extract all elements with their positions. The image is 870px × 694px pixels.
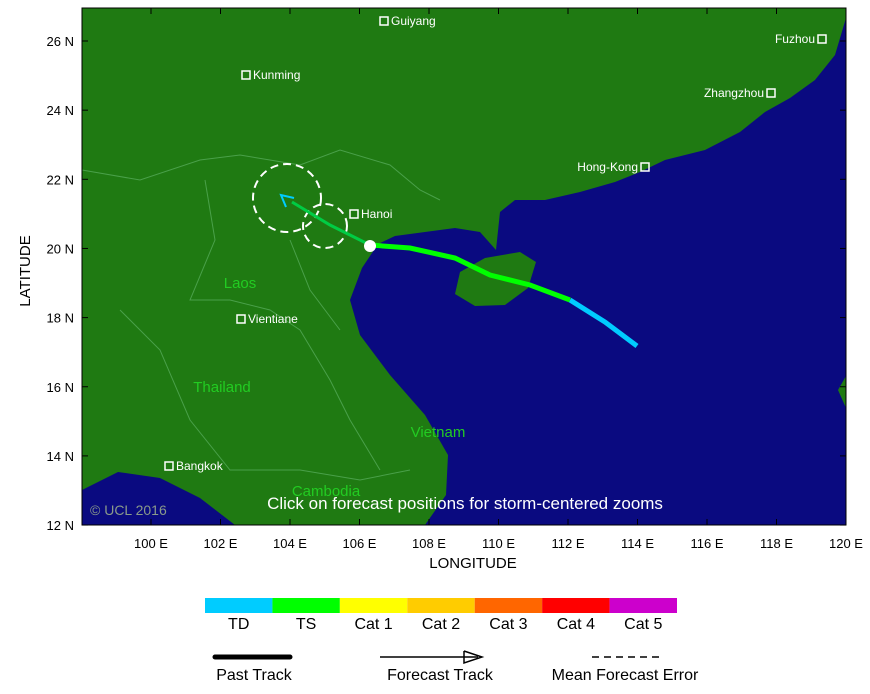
legend-swatch xyxy=(205,598,273,613)
city-label: Hong-Kong xyxy=(577,160,638,174)
y-tick-label: 16 N xyxy=(47,380,74,395)
legend-swatch xyxy=(272,598,340,613)
y-tick-label: 24 N xyxy=(47,103,74,118)
x-tick-label: 118 E xyxy=(760,536,793,551)
y-axis-label: LATITUDE xyxy=(17,235,34,306)
track-legend-label: Mean Forecast Error xyxy=(552,667,699,684)
country-label: Laos xyxy=(224,275,257,292)
gulf-of-thailand xyxy=(82,472,235,525)
x-tick-label: 106 E xyxy=(343,536,377,551)
city-label: Fuzhou xyxy=(775,32,815,46)
y-tick-label: 20 N xyxy=(47,241,74,256)
y-tick-label: 26 N xyxy=(47,34,74,49)
borders xyxy=(82,149,441,481)
forecast-error-circle xyxy=(302,203,348,249)
legend-label: Cat 3 xyxy=(489,616,527,633)
forecast-arrow-sample xyxy=(463,650,485,665)
legend-label: TS xyxy=(296,616,316,633)
city-marker xyxy=(164,461,174,471)
city-label: Kunming xyxy=(253,68,300,82)
x-tick-label: 116 E xyxy=(690,536,723,551)
y-tick-label: 12 N xyxy=(47,518,74,533)
y-tick-label: 22 N xyxy=(47,172,74,187)
forecast-error-circle xyxy=(252,163,322,233)
legend-label: Cat 1 xyxy=(354,616,392,633)
country-label: Vietnam xyxy=(411,424,466,441)
note: Click on forecast positions for storm-ce… xyxy=(267,494,663,513)
city-marker xyxy=(349,209,359,219)
x-tick-label: 114 E xyxy=(621,536,654,551)
city-marker xyxy=(766,88,776,98)
current-position[interactable] xyxy=(364,240,376,252)
islet xyxy=(838,376,846,408)
forecast-track xyxy=(291,200,371,247)
y-tick-label: 18 N xyxy=(47,311,74,326)
x-axis-label: LONGITUDE xyxy=(429,555,517,572)
x-tick-label: 100 E xyxy=(134,536,168,551)
city-label: Zhangzhou xyxy=(704,86,764,100)
map-frame xyxy=(81,7,847,526)
city-label: Bangkok xyxy=(176,459,224,473)
storm-track xyxy=(252,163,639,348)
country-label: Thailand xyxy=(193,379,251,396)
country-label: Cambodia xyxy=(292,483,361,500)
track-ts xyxy=(369,242,571,303)
track-td xyxy=(568,297,639,348)
track-legend-label: Forecast Track xyxy=(387,667,494,684)
x-tick-label: 108 E xyxy=(412,536,446,551)
city-label: Vientiane xyxy=(248,312,298,326)
legend-label: Cat 4 xyxy=(557,616,595,633)
map[interactable]: © UCL 2016 Click on forecast positions f… xyxy=(82,8,846,525)
x-tick-label: 110 E xyxy=(482,536,515,551)
city-label: Hanoi xyxy=(361,207,392,221)
sea xyxy=(350,18,846,525)
track-legend-label: Past Track xyxy=(216,667,293,684)
legend-swatch xyxy=(474,598,543,613)
x-tick-label: 104 E xyxy=(273,536,307,551)
city-marker xyxy=(379,16,389,26)
legend-swatch xyxy=(339,598,408,613)
legend-swatch xyxy=(609,598,677,613)
legend-label: Cat 5 xyxy=(624,616,662,633)
legend-label: Cat 2 xyxy=(422,616,460,633)
city-marker xyxy=(640,162,650,172)
x-tick-label: 120 E xyxy=(829,536,863,551)
copyright: © UCL 2016 xyxy=(90,502,167,518)
legend-swatch xyxy=(542,598,610,613)
city-marker xyxy=(817,34,827,44)
x-tick-label: 112 E xyxy=(551,536,584,551)
y-tick-label: 14 N xyxy=(47,449,74,464)
city-label: Guiyang xyxy=(391,14,436,28)
legend-label: TD xyxy=(228,616,249,633)
legend-swatch xyxy=(407,598,475,613)
city-marker xyxy=(241,70,251,80)
forecast-arrow xyxy=(279,193,295,208)
x-tick-label: 102 E xyxy=(204,536,238,551)
city-marker xyxy=(236,314,246,324)
